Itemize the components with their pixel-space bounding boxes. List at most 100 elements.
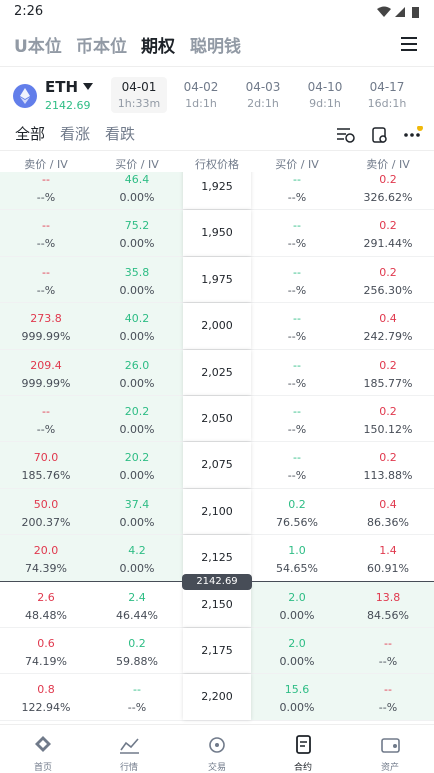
expiry-date: 04-10 [307, 80, 343, 94]
put-bid-iv: 76.56% [276, 515, 318, 529]
filter-tab[interactable]: 看涨 [60, 125, 91, 143]
status-time: 2:26 [14, 4, 44, 19]
call-bid-iv: 0.00% [119, 237, 155, 251]
strike-price: 2,175 [183, 628, 251, 674]
filter-tab[interactable]: 看跌 [105, 125, 136, 143]
call-bid: 20.2 [124, 405, 150, 418]
put-ask: 0.2 [379, 173, 397, 186]
expiry[interactable]: 04-10 9d:1h [297, 77, 353, 113]
call-ask-iv: 185.76% [21, 469, 71, 483]
put-bid: 0.2 [288, 497, 306, 511]
expiry[interactable]: 04-01 1h:33m [111, 77, 167, 113]
call-ask: 2.6 [37, 590, 55, 604]
put-bid-iv: --% [287, 330, 307, 344]
expiry-date: 04-17 [369, 80, 405, 94]
strike-price: 2,100 [183, 488, 251, 535]
expiry[interactable]: 04-02 1d:1h [173, 77, 229, 113]
menu-icon[interactable] [401, 37, 417, 51]
option-row[interactable]: 70.0 185.76% 20.2 0.00% -- --% 0.2 113.88% 2,075 [0, 442, 434, 489]
put-ask-iv: 150.12% [363, 423, 413, 436]
call-bid-iv: 0.00% [119, 515, 155, 529]
option-row[interactable]: 0.8 122.94% -- --% 15.6 0.00% -- --% 2,200 [0, 674, 434, 721]
divider [0, 724, 434, 725]
call-ask: 20.0 [33, 544, 59, 558]
put-ask-iv: 185.77% [363, 376, 413, 390]
put-bid-iv: --% [287, 237, 307, 251]
put-bid: 2.0 [288, 637, 306, 650]
call-bid: 20.2 [124, 451, 150, 465]
call-bid-iv: 46.44% [116, 608, 158, 622]
call-ask-iv: 74.39% [25, 562, 67, 576]
call-bid-iv: 0.00% [119, 376, 155, 390]
call-ask-iv: 999.99% [21, 330, 71, 344]
call-bid: 75.2 [124, 219, 150, 233]
tab[interactable]: 币本位 [76, 37, 127, 57]
call-bid: 37.4 [124, 497, 150, 511]
put-bid: 1.0 [288, 544, 306, 558]
put-ask-iv: 113.88% [363, 469, 413, 483]
call-ask-iv: --% [36, 237, 56, 251]
nav-item[interactable]: 资产 [380, 763, 399, 773]
call-bid: 46.4 [124, 173, 150, 186]
tab[interactable]: 聪明钱 [190, 37, 241, 57]
tab[interactable]: 期权 [141, 37, 175, 57]
nav-item[interactable]: 合约 [293, 763, 312, 773]
expiry[interactable]: 04-03 2d:1h [235, 77, 291, 113]
option-row[interactable]: -- --% 75.2 0.00% -- --% 0.2 291.44% 1,950 [0, 210, 434, 257]
status-icons [377, 6, 419, 18]
put-ask: -- [384, 683, 392, 697]
put-ask: 0.2 [379, 405, 397, 418]
call-bid: 40.2 [124, 312, 150, 326]
strike-price: 2,050 [183, 396, 251, 442]
put-ask-iv: 84.56% [367, 608, 409, 622]
call-ask-iv: 999.99% [21, 376, 71, 390]
option-row[interactable]: 50.0 200.37% 37.4 0.00% 0.2 76.56% 0.4 86.36% 2,… [0, 488, 434, 536]
dropdown-icon[interactable] [83, 83, 93, 91]
put-bid-iv: --% [287, 423, 307, 436]
asset-symbol[interactable]: ETH [45, 78, 79, 96]
expiry[interactable]: 04-17 16d:1h [359, 77, 415, 113]
call-ask-iv: 122.94% [21, 701, 71, 715]
put-ask-iv: 86.36% [367, 515, 409, 529]
option-row[interactable]: 209.4 999.99% 26.0 0.00% -- --% 0.2 185.77% 2,02… [0, 349, 434, 396]
expiry-date: 04-02 [183, 80, 219, 94]
put-ask: 0.2 [379, 265, 397, 279]
price-marker: 2142.69 [182, 573, 252, 590]
strike-price: 2,125 [183, 535, 251, 581]
put-bid: 15.6 [284, 683, 310, 697]
expiry-date: 04-03 [245, 80, 281, 94]
column-header: 买价 / IV [275, 158, 319, 171]
option-row[interactable]: -- --% 20.2 0.00% -- --% 0.2 150.12% 2,050 [0, 396, 434, 443]
nav-item[interactable]: 交易 [207, 763, 226, 773]
nav-item[interactable]: 行情 [119, 763, 138, 773]
call-ask-iv: --% [36, 423, 56, 436]
call-ask: -- [42, 405, 50, 418]
put-bid: -- [293, 265, 301, 279]
call-bid: 0.2 [128, 637, 146, 650]
tab[interactable]: U本位 [14, 37, 62, 57]
call-bid: -- [133, 683, 141, 697]
put-bid: 2.0 [288, 590, 306, 604]
call-ask: -- [42, 173, 50, 186]
option-row[interactable]: -- --% 35.8 0.00% -- --% 0.2 256.30% 1,975 [0, 256, 434, 304]
option-row[interactable]: 273.8 999.99% 40.2 0.00% -- --% 0.4 242.79% 2,00… [0, 303, 434, 350]
put-bid-iv: --% [287, 283, 307, 297]
expiry-remaining: 16d:1h [367, 97, 407, 110]
strike-price: 2,025 [183, 349, 251, 395]
option-row[interactable]: 0.6 74.19% 0.2 59.88% 2.0 0.00% -- --% 2,175 [0, 628, 434, 675]
put-bid-iv: --% [287, 376, 307, 390]
put-ask: 0.2 [379, 451, 397, 465]
call-bid-iv: 0.00% [119, 330, 155, 344]
call-ask: 0.8 [37, 683, 55, 697]
eth-icon [13, 84, 37, 108]
nav-item[interactable]: 首页 [33, 763, 52, 773]
tool-icons[interactable] [336, 126, 426, 144]
put-ask: 0.4 [379, 312, 397, 326]
call-bid-iv: 0.00% [119, 562, 155, 576]
option-row[interactable]: -- --% 46.4 0.00% -- --% 0.2 326.62% 1,925 [0, 172, 434, 211]
call-ask: -- [42, 219, 50, 233]
filter-tab[interactable]: 全部 [15, 125, 46, 143]
call-ask-iv: 48.48% [25, 608, 67, 622]
call-bid: 35.8 [124, 265, 150, 279]
strike-price: 1,950 [183, 210, 251, 256]
